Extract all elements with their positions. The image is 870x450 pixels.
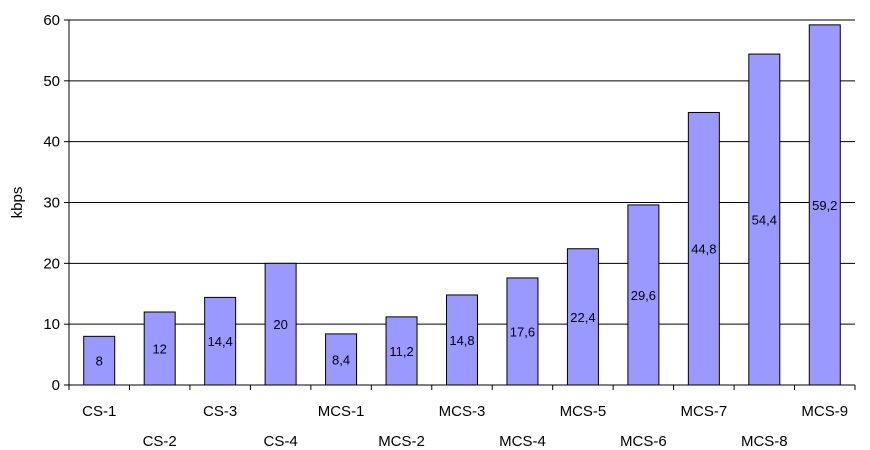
- y-tick-label: 60: [43, 12, 60, 29]
- x-tick-label: MCS-5: [560, 403, 607, 420]
- grid-lines: [69, 19, 855, 325]
- data-label: 29,6: [631, 288, 656, 303]
- bar: [325, 333, 358, 386]
- x-tick-label: MCS-4: [499, 433, 546, 450]
- data-labels: 8 12 14,4 20 8,4 11,2 14,8 17,6 22,4 29,6 44,8 54,4…: [96, 198, 838, 369]
- y-axis-title: kbps: [9, 187, 26, 219]
- bar: [446, 294, 478, 386]
- y-tick-label: 0: [52, 377, 60, 394]
- bar: [506, 277, 539, 386]
- y-tick-label: 30: [43, 195, 60, 212]
- data-label: 14,8: [449, 333, 474, 348]
- y-tick-label: 10: [43, 316, 60, 333]
- x-axis-labels: CS-1 CS-2 CS-3 CS-4 MCS-1 MCS-2 MCS-3 MCS-4 MCS-…: [68, 385, 856, 450]
- x-tick-label: MCS-1: [318, 403, 365, 420]
- data-label: 20: [273, 317, 287, 332]
- data-label: 11,2: [389, 344, 413, 359]
- x-tick-label: MCS-2: [378, 433, 425, 450]
- bar: [808, 24, 841, 386]
- y-tick-label: 50: [43, 73, 60, 90]
- data-label: 44,8: [691, 242, 716, 257]
- data-label: 8,4: [332, 352, 350, 367]
- data-label: 12: [152, 342, 166, 357]
- x-tick-label: MCS-9: [801, 403, 848, 420]
- x-tick-label: MCS-3: [439, 403, 486, 420]
- data-label: 59,2: [812, 198, 837, 213]
- x-tick-label: CS-3: [203, 403, 237, 420]
- data-label: 54,4: [752, 213, 777, 228]
- x-tick-label: MCS-7: [681, 403, 728, 420]
- bars: [83, 24, 841, 386]
- y-axis-ticks: 0 10 20 30 40 50 60: [43, 12, 69, 394]
- bar: [83, 335, 116, 386]
- y-tick-label: 20: [43, 255, 60, 272]
- bar: [566, 248, 599, 386]
- bar: [204, 296, 237, 386]
- x-tick-label: CS-2: [143, 433, 177, 450]
- y-tick-label: 40: [43, 134, 60, 151]
- x-tick-label: CS-1: [82, 403, 116, 420]
- data-label: 22,4: [570, 310, 595, 325]
- x-tick-label: MCS-6: [620, 433, 667, 450]
- data-label: 17,6: [510, 324, 535, 339]
- x-tick-label: MCS-8: [741, 433, 788, 450]
- bar: [687, 111, 720, 386]
- x-tick-label: CS-4: [264, 433, 298, 450]
- data-label: 8: [96, 354, 103, 369]
- data-label: 14,4: [207, 334, 232, 349]
